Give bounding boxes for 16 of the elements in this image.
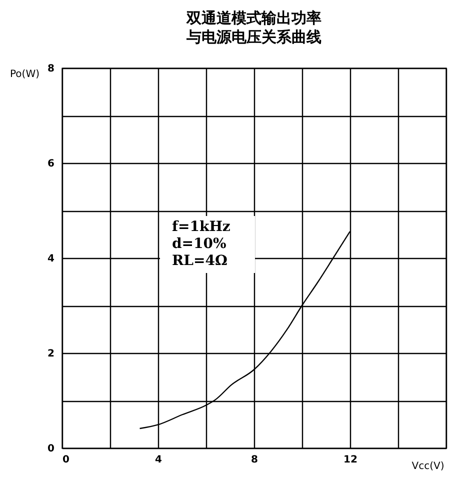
y-tick-label: 2	[48, 348, 55, 360]
annotation: d=10%	[172, 236, 226, 252]
x-tick-label: 12	[344, 454, 358, 466]
text: 与电源电压关系曲线	[186, 28, 322, 46]
annotation: f=1kHz	[172, 219, 230, 235]
y-tick-label: 6	[48, 158, 55, 170]
annotation: RL=4Ω	[172, 253, 228, 269]
y-tick-label: 0	[48, 444, 55, 454]
y-tick-label: 4	[48, 254, 55, 264]
x-tick-label: 0	[62, 454, 70, 466]
y-tick-label: 8	[48, 64, 55, 74]
y-axis-title: Po(W)	[10, 69, 40, 80]
text: 双通道模式输出功率	[186, 9, 322, 27]
x-tick-label: 4	[155, 454, 162, 466]
x-tick-label: 8	[251, 454, 258, 466]
x-axis-title: Vcc(V)	[412, 461, 444, 472]
